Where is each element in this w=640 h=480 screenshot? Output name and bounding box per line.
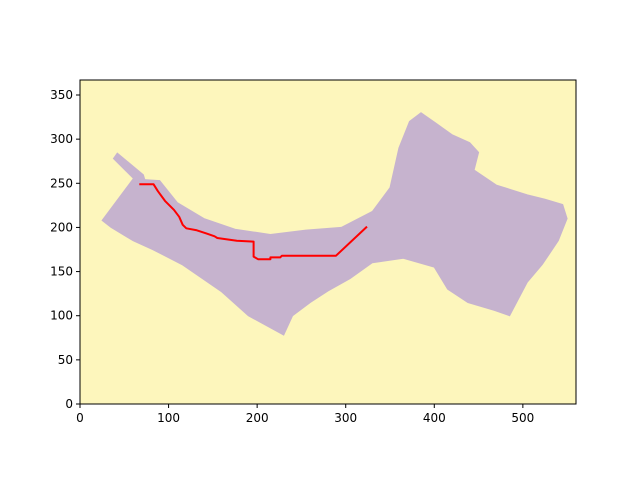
plot-area: [80, 80, 576, 404]
y-tick-label: 200: [50, 220, 73, 234]
x-tick-label: 0: [76, 411, 84, 425]
x-tick-label: 300: [334, 411, 357, 425]
y-tick-label: 300: [50, 132, 73, 146]
y-tick-label: 350: [50, 88, 73, 102]
x-tick-label: 100: [157, 411, 180, 425]
y-tick-label: 250: [50, 176, 73, 190]
terrain-region: [101, 112, 568, 336]
x-tick-label: 500: [511, 411, 534, 425]
x-axis: 0 100 200 300 400 500: [76, 404, 534, 425]
y-tick-label: 150: [50, 265, 73, 279]
terrain-spit: [112, 152, 147, 184]
y-axis: 0 50 100 150 200 250 300 350: [50, 88, 80, 411]
y-tick-label: 100: [50, 309, 73, 323]
x-tick-label: 200: [246, 411, 269, 425]
axes-frame: [79, 79, 577, 405]
path-line: [139, 183, 368, 261]
y-tick-label: 0: [65, 397, 73, 411]
x-tick-label: 400: [423, 411, 446, 425]
y-tick-label: 50: [58, 353, 73, 367]
